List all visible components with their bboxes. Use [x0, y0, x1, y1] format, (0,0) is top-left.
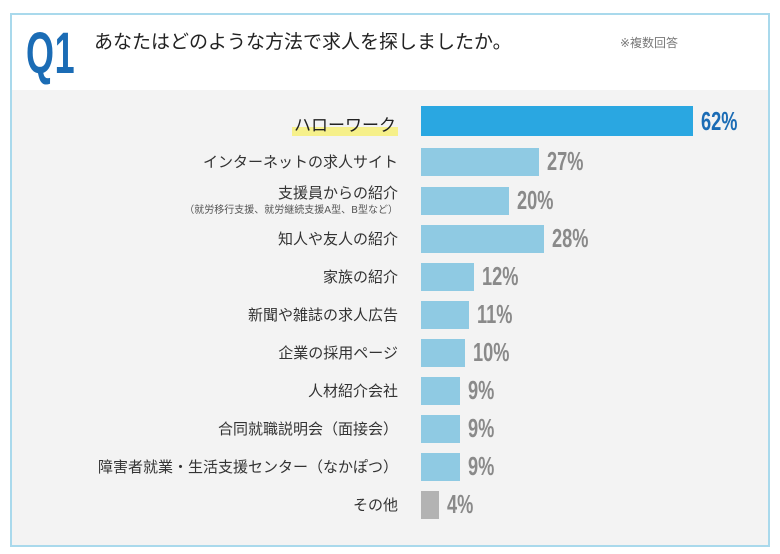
bar: [421, 225, 544, 253]
value-label: 20%: [516, 185, 554, 215]
bar: [421, 187, 509, 215]
multiple-answer-note: ※複数回答: [620, 36, 679, 50]
category-label: 新聞や雑誌の求人広告: [247, 306, 398, 324]
value-label: 9%: [468, 451, 495, 481]
question-number: Q1: [26, 21, 76, 86]
header: Q1 あなたはどのような方法で求人を探しましたか。 ※複数回答: [12, 15, 768, 90]
category-label: 障害者就業・生活支援センター（なかぽつ）: [97, 458, 398, 476]
value-label: 62%: [701, 106, 738, 136]
bar: [421, 339, 465, 367]
category-sublabel: （就労移行支援、就労継続支援A型、B型など）: [184, 205, 398, 216]
value-label: 9%: [468, 375, 495, 405]
value-label: 9%: [468, 413, 495, 443]
bar: [421, 491, 439, 519]
value-label: 11%: [477, 299, 513, 329]
value-label: 4%: [446, 489, 473, 519]
category-label: 企業の採用ページ: [278, 344, 398, 362]
bar: [421, 263, 474, 291]
bar: [421, 106, 693, 136]
category-label: 家族の紹介: [322, 268, 398, 286]
bar: [421, 301, 470, 329]
value-label: 28%: [551, 223, 589, 253]
bar: [421, 415, 461, 443]
category-label: 知人や友人の紹介: [277, 230, 398, 248]
category-label: 人材紹介会社: [307, 382, 398, 400]
bar: [421, 377, 461, 405]
question-title: あなたはどのような方法で求人を探しましたか。: [94, 31, 512, 53]
bar: [421, 148, 540, 176]
value-label: 27%: [547, 146, 584, 176]
category-label: その他: [352, 496, 398, 514]
bar: [421, 453, 461, 481]
category-label: 合同就職説明会（面接会）: [217, 420, 398, 438]
value-label: 12%: [481, 261, 519, 291]
chart-frame: Q1 あなたはどのような方法で求人を探しましたか。 ※複数回答 ハローワーク 62…: [10, 13, 770, 547]
category-label-highlight: ハローワーク: [292, 116, 398, 136]
category-label: インターネットの求人サイト: [202, 153, 398, 171]
value-label: 10%: [472, 337, 510, 367]
category-label: ハローワーク: [292, 111, 398, 136]
category-label: 支援員からの紹介: [277, 184, 398, 202]
